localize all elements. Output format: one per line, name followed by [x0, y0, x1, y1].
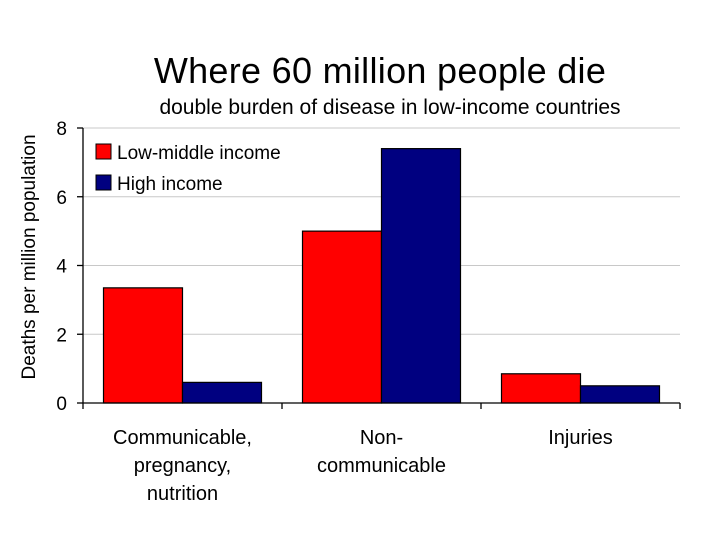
- bar: [301, 230, 383, 404]
- x-category-label: Non-: [360, 427, 403, 449]
- bar: [181, 381, 263, 404]
- chart-title: Where 60 million people die: [153, 50, 607, 91]
- chart-subtitle: double burden of disease in low-income c…: [159, 96, 621, 119]
- x-category-label: nutrition: [147, 483, 218, 505]
- legend-label: Low-middle income: [117, 143, 281, 164]
- x-category-label: Injuries: [548, 427, 612, 449]
- y-tick-label: 4: [56, 257, 67, 278]
- y-tick-label: 8: [56, 119, 67, 140]
- bar: [380, 148, 462, 404]
- bar: [500, 373, 582, 404]
- legend-swatch: [95, 143, 112, 160]
- x-category-label: communicable: [317, 455, 446, 477]
- y-tick-label: 0: [56, 394, 67, 415]
- legend-swatch: [95, 174, 112, 191]
- y-tick-label: 6: [56, 188, 67, 209]
- bar: [579, 385, 661, 404]
- x-category-label: Communicable,: [113, 427, 252, 449]
- y-tick-label: 2: [56, 325, 67, 346]
- bar: [102, 287, 184, 404]
- legend-label: High income: [117, 174, 223, 195]
- x-category-label: pregnancy,: [134, 455, 231, 477]
